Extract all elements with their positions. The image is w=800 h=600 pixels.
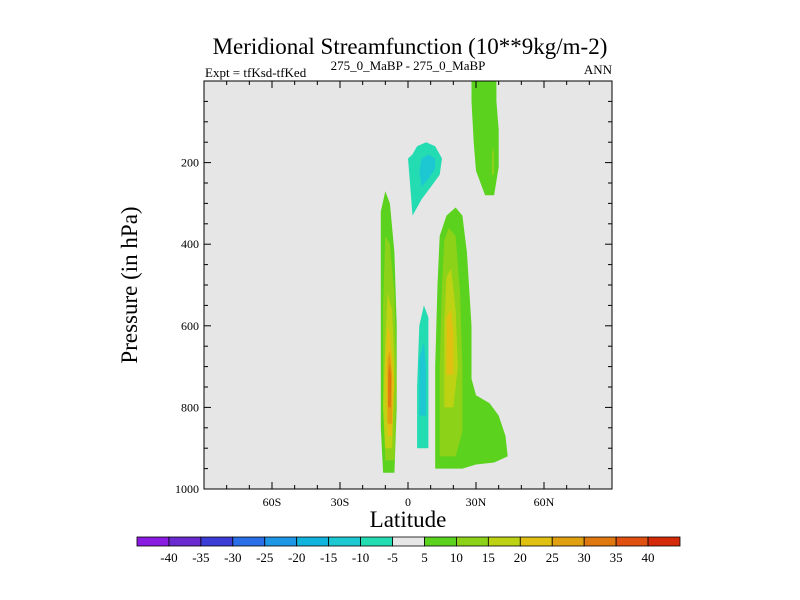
colorbar-box [551,536,585,547]
y-tick-label: 800 [181,400,199,414]
colorbar-label: -20 [288,550,305,565]
x-tick-label: 60N [534,495,555,509]
contour-hadley-s-6 [388,362,392,408]
colorbar-label: -25 [256,550,273,565]
y-tick-label: 200 [181,156,199,170]
colorbar-box [583,536,617,547]
colorbar-label: 25 [546,550,559,565]
contour-regions [312,81,563,481]
colorbar-box [615,536,649,547]
x-tick-label: 60S [263,495,282,509]
colorbar-label: -10 [352,550,369,565]
colorbar-label: 15 [482,550,495,565]
y-tick-label: 400 [181,237,199,251]
colorbar-label: 20 [514,550,527,565]
colorbar-box [392,536,425,547]
x-tick-label: 30S [331,495,350,509]
colorbar: -40 -35 -30 -25 -20 -15 -10 -5 5 10 15 20 25 30 35 40 [136,536,681,565]
colorbar-label: -30 [224,550,241,565]
colorbar-label: 40 [642,550,655,565]
colorbar-box [168,536,202,547]
contour-sh-cell-outer [312,199,338,473]
colorbar-label: -40 [160,550,177,565]
subtitle-center: 275_0_MaBP - 275_0_MaBP [331,58,486,73]
colorbar-box [424,536,457,547]
contour-nh-upper-green2 [491,146,495,175]
colorbar-label: 5 [421,550,428,565]
colorbar-box [487,536,521,547]
colorbar-label: 35 [610,550,623,565]
colorbar-label: -35 [192,550,209,565]
x-tick-label: 0 [405,495,411,509]
y-axis-label: Pressure (in hPa) [117,206,142,363]
colorbar-box [328,536,361,547]
colorbar-box [136,536,170,547]
colorbar-box [296,536,330,547]
axis-ticks: 60S 30S 0 30N 60N 200 400 600 800 1000 [175,81,612,509]
colorbar-box [200,536,234,547]
colorbar-label: 30 [578,550,591,565]
x-tick-label: 30N [466,495,487,509]
colorbar-box [519,536,553,547]
contour-eq-lower-3 [419,342,427,416]
chart-title: Meridional Streamfunction (10**9kg/m-2) [213,34,608,59]
contour-nh-hadley-4 [446,309,454,375]
y-tick-label: 1000 [175,482,199,496]
colorbar-box [360,536,393,547]
colorbar-label: -15 [320,550,337,565]
colorbar-box [456,536,489,547]
colorbar-box [264,536,298,547]
plot-area: 60S 30S 0 30N 60N 200 400 600 800 1000 [175,80,613,509]
subtitle-left: Expt = tfKsd-tfKed [205,65,307,80]
contour-eq-upper-3 [419,154,436,188]
subtitle-right: ANN [584,62,613,77]
x-axis-label: Latitude [370,507,447,532]
colorbar-label: -5 [387,550,398,565]
colorbar-box [232,536,266,547]
y-tick-label: 600 [181,319,199,333]
colorbar-box [647,536,681,547]
contour-nh-ferrel [532,174,563,420]
colorbar-label: 10 [450,550,463,565]
